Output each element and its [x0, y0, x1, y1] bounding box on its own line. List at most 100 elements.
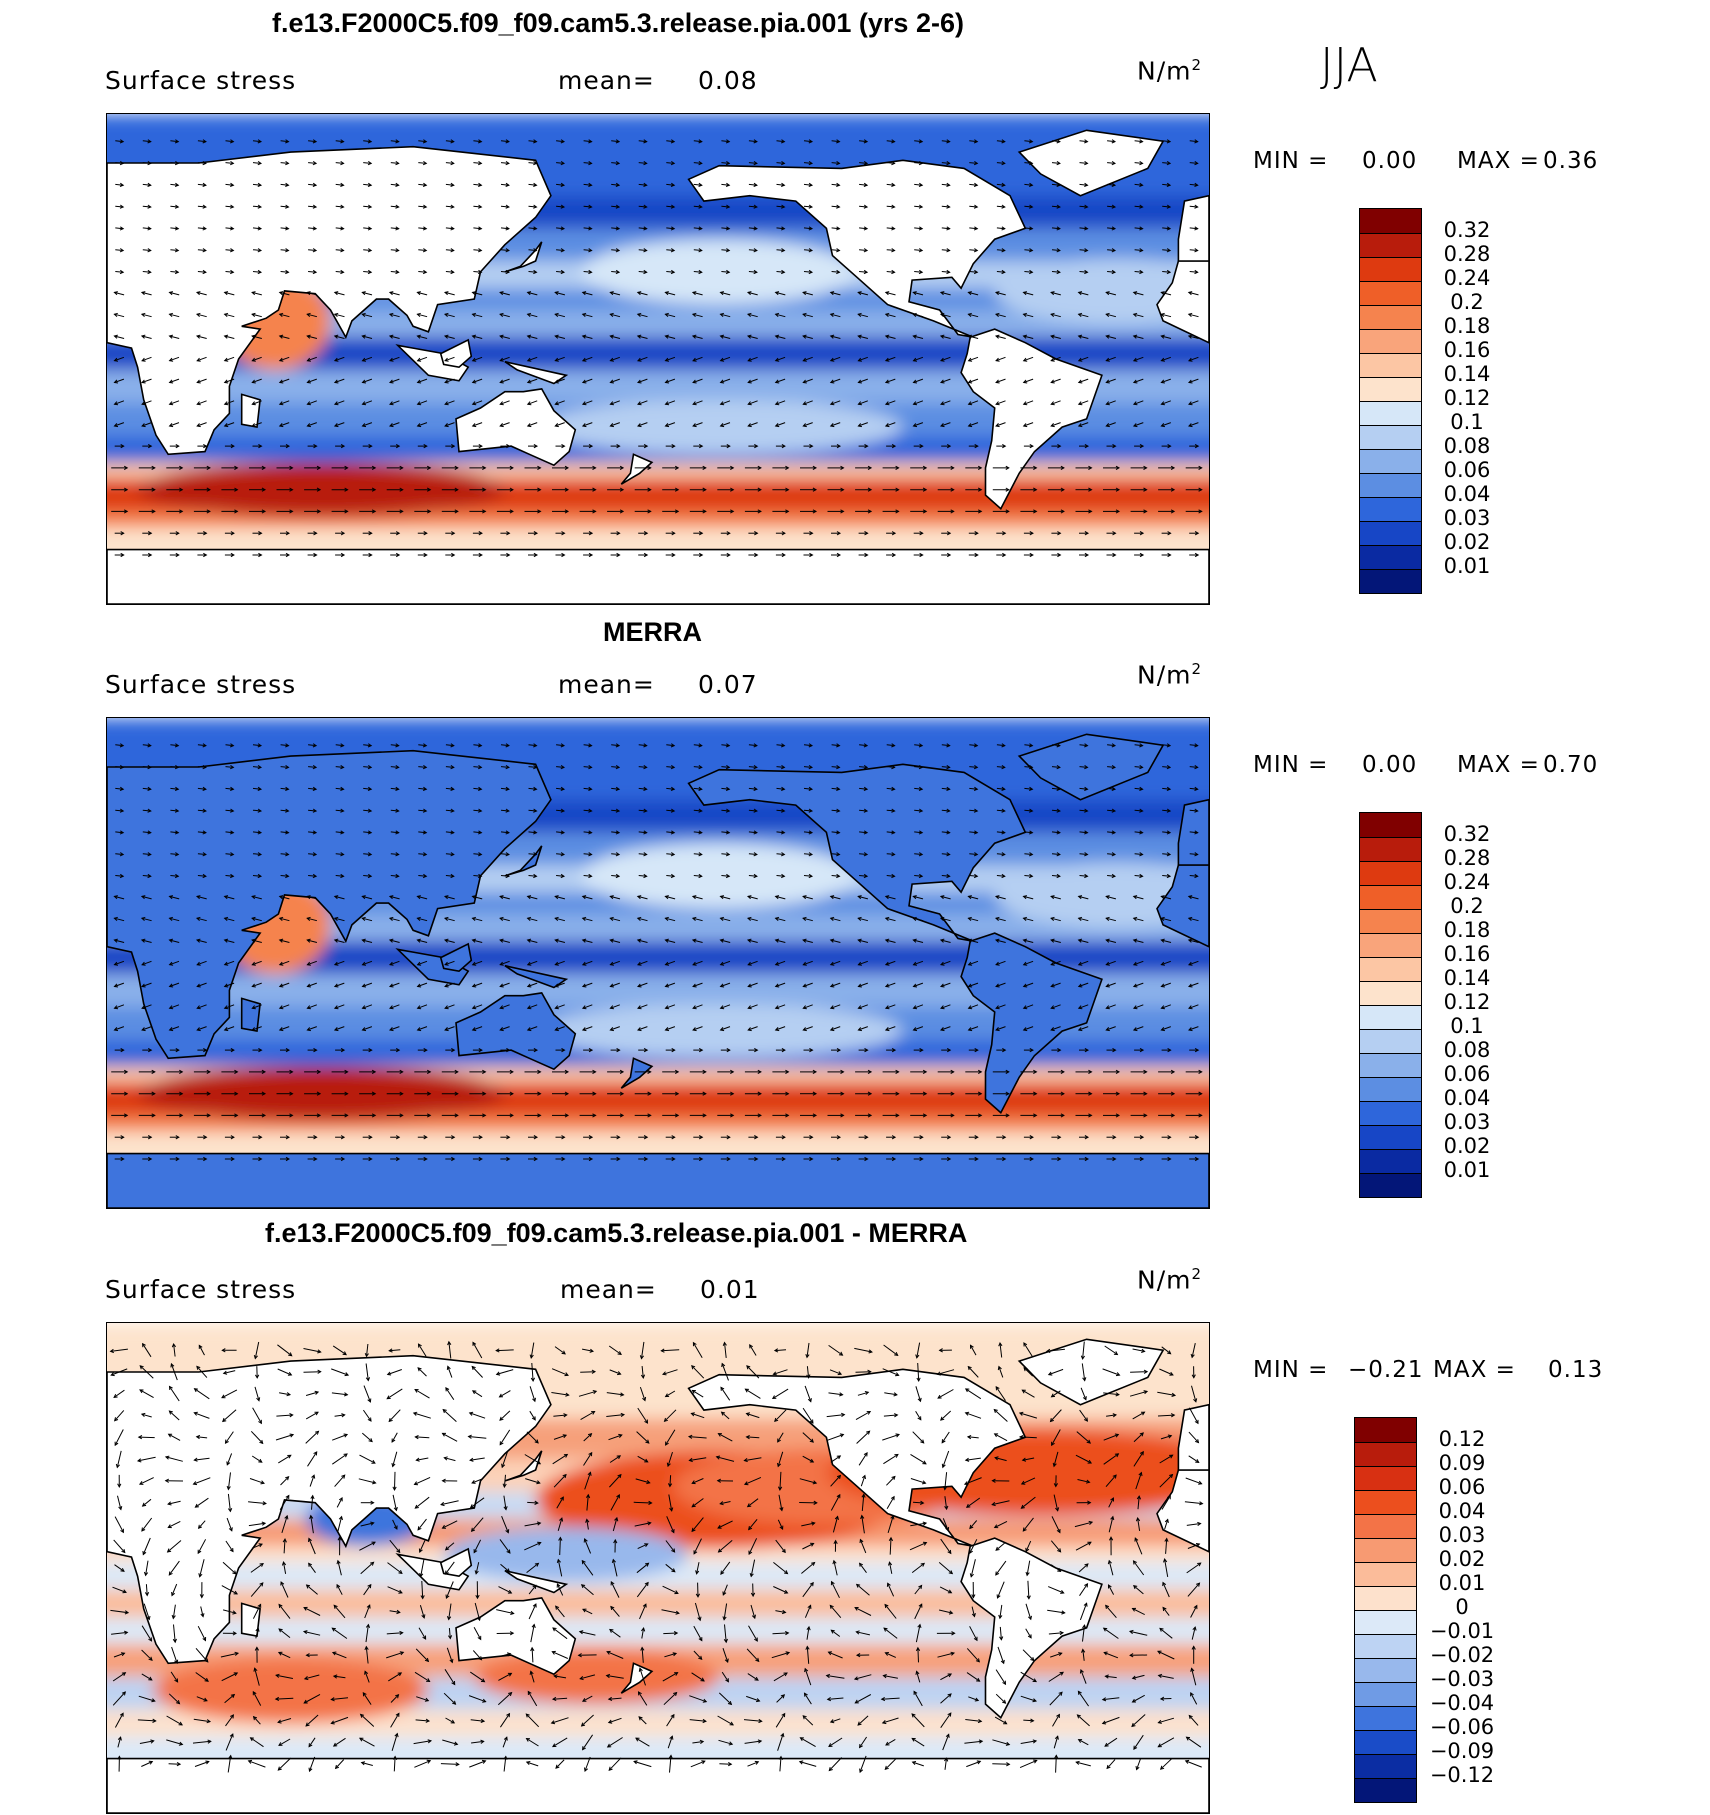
vector-arrow-head: [333, 983, 339, 988]
vector-arrow-head: [113, 423, 119, 428]
vector-arrow-head: [1083, 1602, 1088, 1607]
vector-arrow: [248, 1522, 266, 1527]
coastline: [240, 393, 261, 429]
vector-arrow-head: [561, 1047, 566, 1053]
vector-arrow: [638, 140, 647, 143]
vector-arrow: [195, 1647, 209, 1663]
vector-arrow-head: [306, 334, 311, 339]
vector-arrow: [500, 140, 509, 143]
vector-arrow-head: [308, 1743, 313, 1748]
vector-arrow: [365, 1646, 369, 1664]
vector-arrow: [417, 1367, 427, 1377]
vector-arrow-head: [1020, 1480, 1026, 1485]
vector-arrow-head: [670, 743, 676, 748]
vector-arrow-head: [337, 1536, 342, 1541]
vector-arrow-head: [1105, 961, 1110, 966]
vector-arrow-head: [969, 1549, 973, 1555]
vector-arrow-head: [866, 1430, 871, 1435]
colorbar-cell: [1355, 1418, 1416, 1442]
vector-arrow-head: [147, 852, 152, 857]
vector-arrow-head: [1139, 808, 1144, 813]
vector-arrow: [1023, 895, 1034, 900]
vector-arrow-head: [1114, 1433, 1120, 1438]
vector-arrow: [418, 1627, 427, 1640]
vector-arrow-head: [857, 916, 862, 921]
vector-arrow: [692, 356, 703, 362]
vector-arrow-head: [202, 248, 207, 253]
vector-arrow: [941, 853, 950, 855]
vector-arrow: [886, 809, 895, 812]
vector-arrow-head: [884, 334, 890, 339]
vector-arrow: [1105, 1675, 1117, 1679]
vector-arrow: [420, 1559, 425, 1577]
vector-arrow: [637, 1455, 648, 1463]
vector-arrow-head: [249, 1737, 254, 1742]
vector-arrow-head: [692, 357, 697, 362]
vector-arrow: [582, 335, 593, 339]
coastline: [395, 948, 470, 986]
vector-arrow-head: [691, 938, 697, 943]
vector-arrow: [252, 1004, 262, 1009]
vector-arrow-head: [855, 1583, 861, 1588]
min-value-diff: −0.21: [1348, 1357, 1424, 1383]
vector-arrow: [994, 1433, 1008, 1442]
vector-arrow: [362, 1026, 373, 1031]
vector-arrow-head: [674, 1091, 680, 1096]
vector-arrow-head: [967, 1005, 973, 1010]
vector-arrow-head: [726, 531, 731, 536]
vector-arrow: [747, 1673, 759, 1681]
vector-arrow-head: [564, 1091, 570, 1096]
vector-arrow-head: [859, 1743, 863, 1749]
vector-arrow: [556, 787, 565, 790]
vector-arrow-head: [441, 1478, 446, 1483]
vector-arrow-head: [1029, 1047, 1034, 1053]
vector-arrow-head: [664, 334, 669, 339]
vector-arrow-head: [454, 1091, 459, 1096]
vector-arrow: [169, 378, 180, 383]
vector-arrow-head: [664, 895, 669, 900]
vector-arrow: [394, 1471, 396, 1490]
vector-arrow-head: [1056, 160, 1061, 166]
vector-arrow-head: [1112, 1413, 1118, 1418]
vector-arrow-head: [193, 1388, 198, 1393]
vector-arrow-head: [1112, 531, 1117, 536]
vector-arrow-head: [1050, 961, 1055, 966]
vector-arrow-head: [976, 1760, 982, 1765]
vector-arrow: [225, 831, 234, 834]
vector-arrow: [141, 1026, 152, 1031]
vector-arrow-head: [912, 312, 917, 317]
vector-arrow-head: [175, 552, 180, 558]
vector-arrow-head: [306, 938, 311, 943]
vector-arrow-head: [895, 487, 900, 492]
vector-arrow-head: [1167, 1135, 1172, 1140]
vector-arrow-head: [399, 1630, 404, 1636]
vector-arrow-head: [416, 961, 422, 966]
vector-arrow: [666, 1516, 675, 1533]
vector-arrow: [335, 140, 344, 143]
vector-arrow-head: [785, 487, 790, 492]
vector-arrow-head: [1195, 1459, 1200, 1463]
vector-arrow: [500, 960, 510, 966]
vector-arrow-head: [258, 552, 263, 558]
vector-arrow: [1162, 875, 1171, 877]
vector-arrow: [860, 1475, 866, 1487]
vector-arrow-head: [692, 401, 697, 406]
vector-arrow: [944, 1496, 948, 1510]
vector-arrow: [115, 205, 124, 208]
vector-arrow-head: [229, 1547, 234, 1553]
vector-arrow: [332, 1627, 348, 1639]
vector-arrow: [1079, 227, 1088, 230]
vector-arrow-head: [119, 269, 125, 275]
vector-arrow: [111, 1631, 128, 1635]
vector-arrow-head: [836, 248, 841, 253]
vector-arrow-head: [202, 808, 207, 813]
vector-arrow-head: [399, 1091, 404, 1096]
vector-arrow-head: [946, 830, 951, 835]
vector-arrow-head: [306, 379, 311, 384]
vector-arrow-head: [423, 1047, 428, 1053]
vector-arrow-head: [152, 1718, 157, 1723]
vector-arrow-head: [747, 983, 752, 988]
vector-arrow: [969, 787, 978, 790]
vector-arrow: [1078, 356, 1089, 362]
vector-arrow-head: [389, 401, 394, 406]
